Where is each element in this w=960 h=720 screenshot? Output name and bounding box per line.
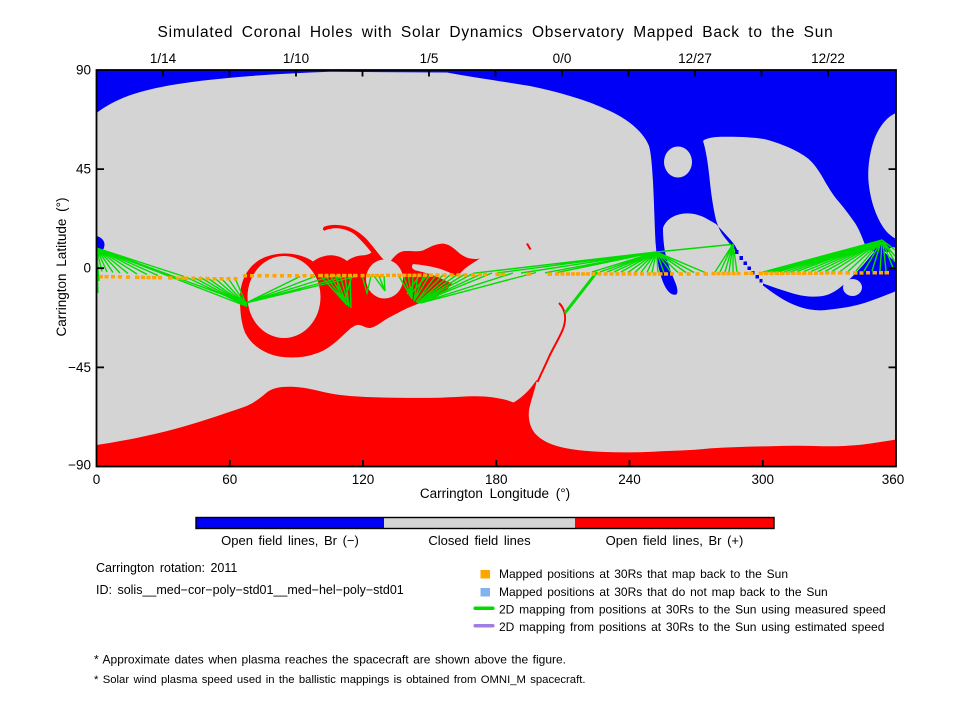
svg-text:360: 360 [882, 472, 905, 487]
svg-text:45: 45 [76, 162, 91, 177]
svg-text:ID: solis__med−cor−poly−std01_: ID: solis__med−cor−poly−std01__med−hel−p… [96, 583, 404, 597]
svg-text:60: 60 [222, 472, 237, 487]
svg-text:* Approximate dates when plasm: * Approximate dates when plasma reaches … [94, 653, 566, 667]
svg-text:1/10: 1/10 [283, 51, 309, 66]
svg-text:1/14: 1/14 [150, 51, 177, 66]
svg-text:300: 300 [752, 472, 775, 487]
svg-text:0: 0 [83, 261, 91, 276]
svg-text:Carrington Latitude (°): Carrington Latitude (°) [54, 198, 69, 337]
svg-text:Mapped positions at 30Rs that: Mapped positions at 30Rs that map back t… [499, 567, 788, 581]
svg-text:12/22: 12/22 [811, 51, 845, 66]
svg-text:Mapped positions at 30Rs that: Mapped positions at 30Rs that do not map… [499, 585, 828, 599]
svg-text:Closed field lines: Closed field lines [428, 533, 531, 548]
svg-text:Carrington Longitude (°): Carrington Longitude (°) [420, 486, 570, 501]
svg-text:Open field lines, Br (−): Open field lines, Br (−) [221, 533, 359, 548]
svg-text:Carrington rotation: 2011: Carrington rotation: 2011 [96, 561, 237, 575]
svg-text:* Solar wind plasma speed used: * Solar wind plasma speed used in the ba… [94, 674, 586, 686]
svg-text:90: 90 [76, 63, 91, 78]
svg-text:−45: −45 [68, 360, 91, 375]
svg-text:2D mapping from positions at 3: 2D mapping from positions at 30Rs to the… [499, 603, 886, 617]
svg-text:120: 120 [352, 472, 375, 487]
svg-text:240: 240 [618, 472, 641, 487]
svg-text:0/0: 0/0 [553, 51, 572, 66]
svg-text:1/5: 1/5 [420, 51, 439, 66]
svg-text:0: 0 [93, 472, 101, 487]
svg-text:Open field lines, Br (+): Open field lines, Br (+) [606, 533, 744, 548]
svg-text:Simulated Coronal Holes with S: Simulated Coronal Holes with Solar Dynam… [158, 24, 834, 41]
svg-text:2D mapping from positions at 3: 2D mapping from positions at 30Rs to the… [499, 620, 884, 634]
svg-text:180: 180 [485, 472, 508, 487]
svg-text:12/27: 12/27 [678, 51, 712, 66]
svg-text:−90: −90 [68, 458, 91, 473]
